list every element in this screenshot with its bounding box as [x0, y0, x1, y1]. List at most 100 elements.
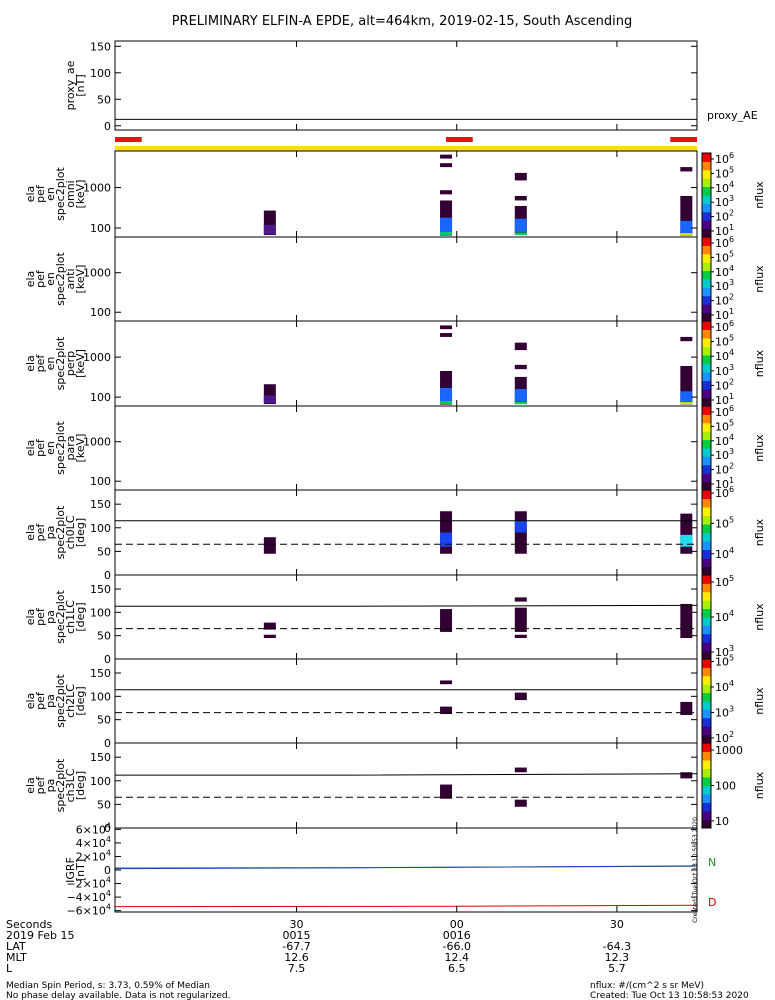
- colorbar-segment: [702, 743, 711, 752]
- colorbar-segment: [702, 363, 711, 373]
- colorbar-label: nflux: [753, 771, 766, 799]
- colorbar-tick-label: 104: [715, 546, 734, 561]
- colorbar-tick-label: 105: [715, 418, 734, 433]
- colorbar-segment: [702, 717, 711, 727]
- proxy-ae-label: proxy_AE: [707, 109, 758, 122]
- panel-frame: [114, 150, 698, 238]
- ephemeris-table: Seconds 30 00 30 2019 Feb 15 0015 0016 LAT -67.7…: [6, 918, 631, 975]
- colorbar-segment: [702, 811, 711, 820]
- colorbar-tick-label: 103: [715, 644, 734, 659]
- legend-d: D: [708, 896, 716, 909]
- spectrogram-pixel: [514, 364, 527, 370]
- colorbar-segment: [702, 464, 711, 474]
- y-axis-label: en: [44, 357, 57, 371]
- y-axis-label: pef: [34, 269, 47, 288]
- y-axis-label: ch0LC: [64, 515, 77, 549]
- ephemeris-value: 30: [610, 918, 624, 931]
- colorbar-tick-label: 104: [715, 609, 734, 624]
- ephemeris-value: 0015: [283, 929, 311, 942]
- y-axis-label: en: [44, 187, 57, 201]
- colorbar-tick-label: 101: [715, 392, 734, 407]
- spectrogram-pixel: [680, 772, 693, 779]
- ephemeris-row-label: LAT: [6, 940, 26, 953]
- panel-frame: [114, 236, 698, 322]
- flag-bar-red: [446, 137, 473, 142]
- spectrogram-pixel: [514, 520, 527, 533]
- y-axis-label: spec2plot: [54, 167, 67, 221]
- colorbar-segment: [702, 642, 711, 652]
- colorbar-segment: [702, 760, 711, 769]
- y-axis-label: ela: [24, 524, 37, 541]
- spectrogram-pixel: [514, 799, 527, 807]
- spectrogram-pixel: [514, 388, 527, 402]
- colorbar-tick-label: 105: [715, 574, 734, 589]
- spectrogram-pixel: [440, 154, 453, 159]
- colorbar-segment: [702, 414, 711, 424]
- footer-phase-delay: No phase delay available. Data is not re…: [6, 991, 230, 1000]
- ephemeris-value: 12.6: [284, 951, 309, 964]
- colorbar-segment: [702, 490, 711, 499]
- y-tick-label: 0: [104, 822, 111, 835]
- spectrogram-pixel: [514, 401, 527, 405]
- footer-created: Created: Tue Oct 13 10:58:53 2020: [590, 991, 749, 1000]
- colorbar-segment: [702, 380, 711, 390]
- colorbar-label: nflux: [753, 687, 766, 715]
- colorbar-tick-label: 105: [715, 249, 734, 264]
- colorbar-segment: [702, 228, 711, 238]
- colorbar-segment: [702, 220, 711, 230]
- colorbar-tick-label: 105: [715, 334, 734, 349]
- panel-proxy_ae: 150 100 50 0 proxy_ae[nT]: [64, 40, 698, 133]
- panel-pa_ch2: 150100500elapefpaspec2plotch2LC[deg]1051…: [24, 654, 766, 750]
- y-axis-label: pef: [34, 354, 47, 373]
- spectrogram-pixel: [514, 597, 527, 602]
- colorbar-segment: [702, 650, 711, 660]
- panel-frame: [114, 40, 698, 131]
- colorbar-tick-label: 105: [715, 515, 734, 530]
- y-axis-label: ch2LC: [64, 684, 77, 718]
- y-tick-label: 150: [90, 751, 111, 764]
- ephemeris-value: 5.7: [608, 962, 626, 975]
- y-axis-label: [keV]: [74, 180, 87, 209]
- y-axis-label: ch3LC: [64, 768, 77, 802]
- colorbar-tick-label: 1000: [715, 744, 743, 757]
- y-axis-label: [deg]: [74, 518, 87, 547]
- colorbar-segment: [702, 153, 711, 162]
- colorbar-segment: [702, 253, 711, 263]
- spectrogram-pixel: [514, 232, 527, 236]
- y-tick-label: 0: [104, 864, 111, 877]
- spectrogram-pixel: [514, 195, 527, 201]
- spectrogram-pixel: [440, 401, 453, 405]
- panel-en_perp: 1000100elapefenspec2plotperp[keV]1061051…: [24, 319, 766, 407]
- series-line-n2: [114, 865, 698, 870]
- colorbar-segment: [702, 346, 711, 356]
- colorbar-segment: [702, 389, 711, 398]
- y-axis-label: [deg]: [74, 602, 87, 631]
- y-axis-label: pa: [44, 526, 57, 540]
- y-axis-label: spec2plot: [54, 758, 67, 812]
- colorbar-segment: [702, 439, 711, 449]
- series-line-d: [114, 904, 698, 908]
- colorbar-segment: [702, 591, 711, 601]
- y-tick-label: 1000: [83, 351, 111, 364]
- y-tick-label: 100: [90, 606, 111, 619]
- colorbar-label: nflux: [753, 265, 766, 293]
- y-tick-label: 150: [90, 40, 111, 53]
- spectrogram-pixel: [263, 395, 276, 404]
- colorbar-tick-label: 106: [715, 151, 734, 166]
- y-axis-label: pef: [34, 691, 47, 710]
- colorbar-segment: [702, 169, 711, 179]
- colorbar-tick-label: 101: [715, 476, 734, 491]
- spectrogram-pixel: [440, 163, 453, 168]
- y-tick-label: 100: [90, 775, 111, 788]
- panel-frame: [114, 574, 698, 660]
- ephemeris-value: 12.4: [444, 951, 469, 964]
- colorbar-tick-label: 105: [715, 654, 734, 669]
- spectrogram-pixel: [514, 218, 527, 232]
- spectrogram-pixel: [440, 217, 453, 232]
- colorbar-segment: [702, 675, 711, 685]
- y-axis-label: pef: [34, 438, 47, 457]
- spectrogram-pixel: [263, 622, 276, 630]
- colorbar-label: nflux: [753, 603, 766, 631]
- y-axis-label: pa: [44, 610, 57, 624]
